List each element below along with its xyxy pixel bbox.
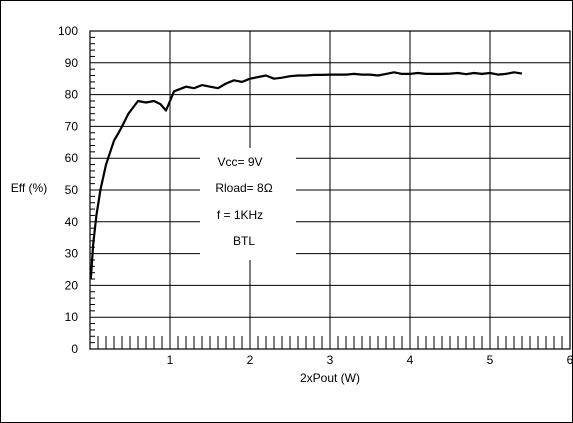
y-tick-label-20: 20 — [65, 278, 79, 292]
annotation-vcc: Vcc= 9V — [217, 155, 262, 169]
annotation-box — [200, 148, 296, 260]
plot-border — [89, 30, 571, 350]
axes-layer — [89, 30, 571, 350]
x-tick-label-1: 1 — [167, 353, 174, 367]
y-tick-label-80: 80 — [65, 88, 79, 102]
x-tick-label-2: 2 — [247, 353, 254, 367]
minor-ticks — [90, 36, 563, 349]
series-line-0 — [89, 71, 523, 280]
x-tick-label-3: 3 — [327, 353, 334, 367]
series-layer — [89, 71, 523, 280]
y-tick-label-100: 100 — [58, 24, 78, 38]
y-tick-label-0: 0 — [71, 342, 78, 356]
y-tick-label-40: 40 — [65, 215, 79, 229]
grid-layer — [90, 30, 571, 349]
x-tick-label-6: 6 — [567, 353, 573, 367]
y-tick-label-90: 90 — [65, 56, 79, 70]
x-axis-label: 2xPout (W) — [300, 371, 360, 385]
x-tick-label-4: 4 — [407, 353, 414, 367]
y-tick-label-70: 70 — [65, 119, 79, 133]
y-tick-label-30: 30 — [65, 247, 79, 261]
y-axis-label: Eff (%) — [11, 181, 47, 195]
annotation-rload: Rload= 8Ω — [215, 181, 272, 195]
y-tick-label-10: 10 — [65, 310, 79, 324]
annotation-mode: BTL — [233, 234, 255, 248]
y-tick-label-50: 50 — [65, 183, 79, 197]
x-tick-label-5: 5 — [487, 353, 494, 367]
y-tick-label-60: 60 — [65, 151, 79, 165]
annotation-frequency: f = 1KHz — [217, 208, 263, 222]
tick-labels: 0 10 20 30 40 50 60 70 80 90 100 1 2 3 4 5 6 — [58, 24, 573, 367]
